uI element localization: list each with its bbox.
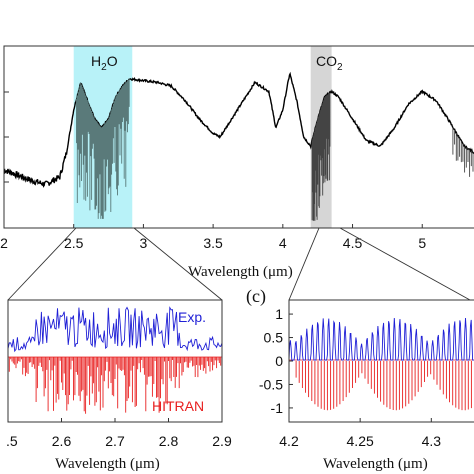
h2o-x-tick-label: 2.7 [105,433,125,449]
top-x-tick-label: 2 [0,235,8,251]
co2-x-tick-label: 4.25 [347,433,374,449]
co2-zoom-panel: 4.2 4.25 4.3 1 0.5 0 -0.5 -1 (c) Wavelength (μ… [246,286,474,472]
h2o-absorption-lines [76,79,130,219]
co2-hitran-series [295,361,472,411]
co2-x-tick-label: 4.3 [422,433,442,449]
co2-absorption-lines [311,92,474,221]
h2o-zoom-x-axis-label: Wavelength (μm) [55,456,160,472]
top-x-tick-label: 2.5 [64,235,84,251]
top-x-axis-label: Wavelength (μm) [188,264,293,280]
connector-h2o-left [7,227,77,301]
co2-y-tick-label: 1 [275,306,283,322]
co2-y-tick-label: 0 [275,353,283,369]
top-x-tick-label: 5 [418,235,426,251]
co2-y-tick-label: -1 [271,400,284,416]
connector-co2-right [339,227,471,301]
top-x-tick-label: 4 [279,235,287,251]
h2o-zoom-panel: Exp. HITRAN .5 2.6 2.7 2.8 2.9 Wavelength (μ… [6,299,232,472]
co2-exp-series [288,317,474,361]
top-x-tick-label: 3.5 [203,235,223,251]
h2o-x-tick-label: .5 [6,433,18,449]
top-x-tick-label: 4.5 [343,235,363,251]
co2-zoom-x-ticks: 4.2 4.25 4.3 [279,418,441,449]
connector-h2o-right [133,227,223,301]
co2-x-tick-label: 4.2 [279,433,299,449]
co2-y-tick-label: 0.5 [264,330,284,346]
h2o-exp-series [7,306,223,353]
h2o-zoom-x-ticks: .5 2.6 2.7 2.8 2.9 [6,418,232,449]
h2o-band-label: H2O [91,53,118,73]
co2-zoom-y-ticks: 1 0.5 0 -0.5 -1 [259,306,293,416]
top-panel: 2 2.5 3 3.5 4 4.5 5 H2O CO2 Wavelength (μm) [0,45,474,280]
h2o-x-tick-label: 2.8 [159,433,179,449]
zoom-connectors [7,227,471,301]
legend-exp: Exp. [178,309,206,325]
connector-co2-left [288,227,320,301]
h2o-x-tick-label: 2.9 [212,433,232,449]
co2-band-label: CO2 [316,53,343,73]
co2-zoom-x-axis-label: Wavelength (μm) [323,456,428,472]
panel-label-c: (c) [246,286,266,307]
co2-y-tick-label: -0.5 [259,376,283,392]
spectrum-line [3,71,474,188]
h2o-x-tick-label: 2.6 [52,433,72,449]
top-x-tick-label: 3 [140,235,148,251]
top-x-ticks: 2 2.5 3 3.5 4 4.5 5 [0,91,426,251]
legend-hitran: HITRAN [152,398,204,414]
